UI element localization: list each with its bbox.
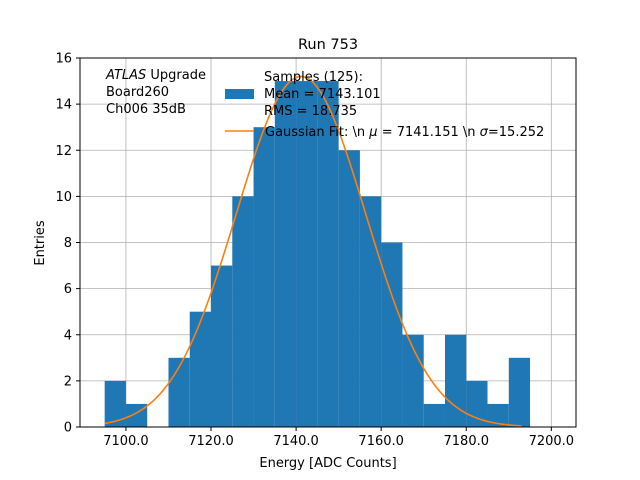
legend-histogram-label: Samples (125): Mean = 7143.101 RMS = 18.… — [264, 70, 381, 119]
histogram-bar-12 — [359, 196, 382, 427]
histogram-bar-0 — [104, 380, 126, 427]
legend: Samples (125): Mean = 7143.101 RMS = 18.… — [225, 70, 544, 140]
y-tick-label-1: 2 — [64, 374, 72, 389]
y-axis-ticks: 0 2 4 6 8 10 12 14 16 — [55, 52, 80, 436]
x-axis-ticks: 7100.0 7120.0 7140.0 7160.0 7180.0 7200.0 — [103, 427, 574, 449]
x-tick-label-2: 7140.0 — [273, 434, 319, 449]
legend-fit-label: Gaussian Fit: \n μ = 7141.151 \n σ=15.25… — [265, 125, 544, 140]
histogram-bar-10 — [317, 81, 339, 427]
legend-histogram-line-1: Mean = 7143.101 — [264, 87, 381, 102]
y-tick-label-0: 0 — [64, 421, 72, 436]
x-tick-label-5: 7200.0 — [529, 434, 575, 449]
y-tick-label-3: 6 — [64, 282, 72, 297]
x-tick-label-4: 7180.0 — [444, 434, 490, 449]
y-tick-label-5: 10 — [55, 190, 72, 205]
x-tick-label-1: 7120.0 — [188, 434, 234, 449]
y-tick-label-6: 12 — [55, 144, 72, 159]
legend-histogram-swatch — [225, 89, 254, 99]
histogram-bar-7 — [253, 127, 275, 427]
annotation-line-0: ATLAS Upgrade — [105, 68, 206, 83]
atlas-annotation: ATLAS Upgrade Board260 Ch006 35dB — [105, 68, 206, 117]
histogram-bar-13 — [381, 242, 403, 427]
histogram-bar-16 — [444, 334, 467, 427]
histogram-bar-5 — [211, 265, 233, 427]
chart-title: Run 753 — [298, 37, 358, 53]
y-tick-label-7: 14 — [55, 98, 72, 113]
x-tick-label-0: 7100.0 — [103, 434, 149, 449]
y-axis-label: Entries — [33, 220, 48, 266]
x-axis-label: Energy [ADC Counts] — [259, 456, 396, 471]
histogram-bar-11 — [338, 150, 360, 427]
gaussian-fit-curve — [104, 75, 522, 427]
histogram-bar-8 — [274, 81, 297, 427]
histogram-bar-18 — [487, 403, 509, 427]
histogram-bar-9 — [296, 81, 318, 427]
y-tick-label-4: 8 — [64, 236, 72, 251]
histogram-bars — [104, 81, 531, 427]
histogram-bar-6 — [232, 196, 254, 427]
annotation-line-2: Ch006 35dB — [106, 102, 186, 117]
histogram-bar-15 — [423, 403, 445, 427]
legend-histogram-line-0: Samples (125): — [264, 70, 363, 85]
annotation-line-1: Board260 — [106, 85, 169, 100]
histogram-bar-4 — [189, 311, 212, 427]
y-tick-label-2: 4 — [64, 328, 72, 343]
legend-histogram-line-2: RMS = 18.735 — [264, 104, 357, 119]
histogram-bar-19 — [508, 357, 531, 427]
x-tick-label-3: 7160.0 — [358, 434, 404, 449]
y-tick-label-8: 16 — [55, 52, 72, 67]
